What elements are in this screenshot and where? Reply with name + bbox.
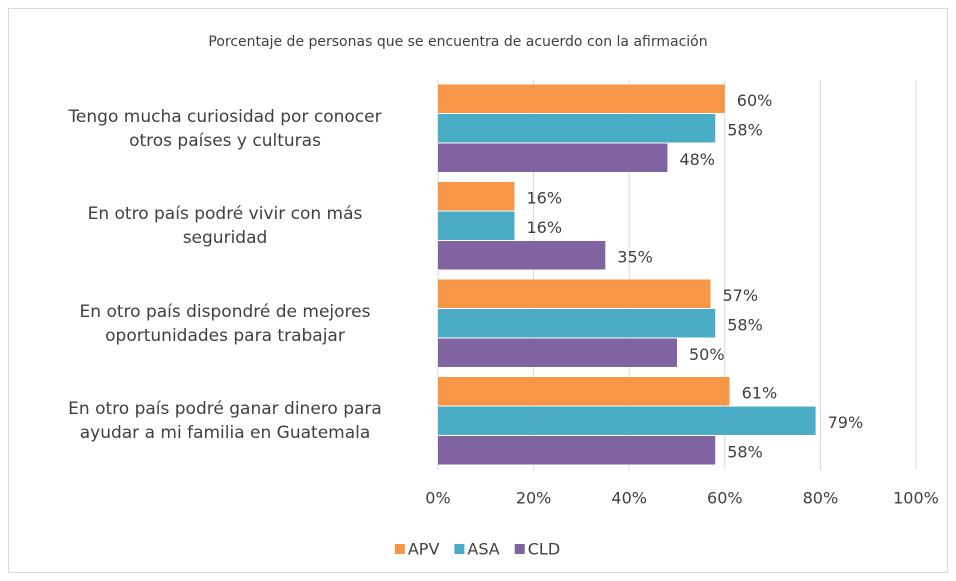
- bar: [438, 406, 816, 435]
- x-tick-label: 20%: [516, 489, 552, 508]
- bar: [438, 182, 515, 211]
- bar: [438, 377, 730, 406]
- legend-swatch: [454, 544, 465, 554]
- value-label: 58%: [727, 120, 763, 139]
- bar: [438, 114, 716, 143]
- bar: [438, 241, 606, 270]
- category-label: En otro país dispondré de mejores oportu…: [79, 301, 371, 346]
- value-label: 79%: [828, 413, 864, 432]
- x-tick-label: 60%: [707, 489, 743, 508]
- value-label: 58%: [727, 315, 763, 334]
- legend-swatch: [394, 544, 405, 554]
- x-tick-label: 100%: [893, 489, 939, 508]
- legend-label: CLD: [528, 540, 560, 559]
- bar: [438, 211, 515, 240]
- category-label: En otro país podré ganar dinero para ayu…: [68, 399, 382, 444]
- value-label: 57%: [722, 286, 758, 305]
- x-tick-label: 40%: [611, 489, 647, 508]
- category-label: Tengo mucha curiosidad por conocer otros…: [68, 106, 382, 151]
- value-label: 35%: [617, 247, 653, 266]
- bar: [438, 143, 668, 172]
- value-label: 61%: [742, 383, 778, 402]
- category-label: En otro país podré vivir con más segurid…: [87, 204, 363, 249]
- x-tick-label: 80%: [803, 489, 839, 508]
- bar: [438, 338, 677, 367]
- value-label: 50%: [689, 345, 725, 364]
- value-label: 48%: [679, 150, 715, 169]
- chart-title: Porcentaje de personas que se encuentra …: [208, 34, 707, 50]
- value-label: 16%: [526, 188, 562, 207]
- value-label: 58%: [727, 442, 763, 461]
- legend-swatch: [514, 544, 525, 554]
- legend-label: ASA: [467, 540, 499, 559]
- x-tick-label: 0%: [425, 489, 450, 508]
- bar: [438, 279, 711, 308]
- legend-label: APV: [408, 540, 440, 559]
- value-label: 16%: [526, 218, 562, 237]
- bar: [438, 436, 716, 465]
- value-label: 60%: [737, 91, 773, 110]
- bar: [438, 309, 716, 338]
- bar: [438, 84, 725, 113]
